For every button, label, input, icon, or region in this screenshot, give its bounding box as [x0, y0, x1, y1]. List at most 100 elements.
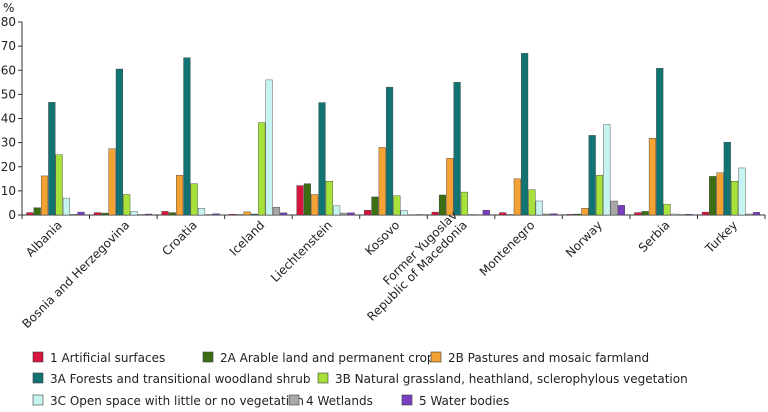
legend-swatch	[317, 372, 329, 384]
bar	[709, 176, 717, 216]
bar-group	[161, 57, 220, 216]
bar	[48, 102, 56, 216]
bar	[431, 211, 439, 216]
y-tick-label: 40	[1, 112, 16, 126]
bar	[535, 200, 543, 216]
bar	[656, 68, 664, 216]
category-label: Turkey	[702, 218, 740, 256]
category-label: Bosnia and Herzegovina	[19, 218, 132, 331]
bar	[364, 209, 372, 216]
bar	[145, 213, 153, 216]
bar	[400, 210, 408, 216]
legend-item: 3C Open space with little or no vegetati…	[32, 394, 304, 408]
bar	[62, 197, 70, 216]
bar	[108, 148, 116, 216]
y-tick-label: 80	[1, 15, 16, 29]
category-label: Albania	[23, 218, 65, 260]
bar	[670, 213, 678, 216]
bar	[161, 211, 169, 216]
bar	[176, 174, 184, 216]
bar	[33, 207, 41, 216]
bar	[663, 203, 671, 216]
bar	[318, 102, 326, 216]
bar	[738, 167, 746, 216]
legend-label: 5 Water bodies	[419, 394, 509, 408]
legend-swatch	[401, 394, 413, 406]
legend-item: 3A Forests and transitional woodland shr…	[32, 372, 310, 386]
bar	[438, 194, 447, 216]
legend-item: 5 Water bodies	[401, 394, 509, 408]
bar	[641, 211, 649, 216]
bar	[311, 194, 319, 216]
bar-group	[566, 124, 625, 216]
y-tick-label: 20	[1, 160, 16, 174]
bar-group	[93, 68, 153, 216]
bar	[550, 213, 558, 216]
legend-item: 1 Artificial surfaces	[32, 351, 165, 365]
bar	[752, 212, 761, 216]
legend-swatch	[430, 351, 442, 363]
bar	[716, 172, 724, 216]
legend-swatch	[288, 394, 300, 406]
bar	[55, 154, 63, 216]
bar	[272, 207, 280, 216]
bar	[617, 205, 625, 216]
bar-group	[634, 68, 693, 216]
bar	[588, 135, 596, 216]
y-axis-unit-label: %	[3, 1, 14, 15]
bar	[528, 189, 536, 216]
bar	[566, 214, 574, 216]
bar	[685, 214, 693, 216]
legend-swatch	[32, 351, 44, 363]
bar	[123, 194, 131, 216]
category-label: Norway	[563, 218, 605, 260]
bar	[513, 178, 521, 216]
y-tick-label: 70	[1, 39, 16, 53]
bar	[250, 213, 259, 216]
bar	[183, 57, 191, 216]
legend-label: 2B Pastures and mosaic farmland	[448, 351, 649, 365]
bar	[731, 181, 739, 216]
bar	[595, 174, 604, 216]
category-label: Serbia	[636, 218, 673, 255]
bar-group	[431, 82, 490, 216]
bar	[115, 68, 123, 216]
legend-label: 3C Open space with little or no vegetati…	[50, 394, 304, 408]
bar-group	[26, 102, 85, 216]
bar	[347, 212, 355, 216]
bar	[701, 211, 709, 216]
bar	[280, 212, 288, 216]
bar	[212, 213, 220, 216]
bar	[386, 86, 394, 216]
bar	[634, 212, 642, 216]
legend-item: 2B Pastures and mosaic farmland	[430, 351, 649, 365]
bar	[610, 200, 618, 216]
bar	[296, 185, 304, 216]
bar-group	[229, 79, 288, 216]
bar	[745, 213, 753, 216]
bar	[340, 212, 348, 216]
legend-swatch	[202, 351, 214, 363]
bar	[40, 175, 49, 216]
bar	[197, 208, 206, 216]
bar	[460, 191, 468, 216]
bar	[333, 205, 341, 216]
bar	[229, 214, 237, 216]
bar	[243, 211, 251, 216]
bar	[371, 196, 379, 216]
bar	[258, 122, 266, 216]
bar	[393, 195, 401, 216]
legend-label: 2A Arable land and permanent crops	[220, 351, 441, 365]
bar	[542, 213, 551, 216]
legend-label: 3A Forests and transitional woodland shr…	[50, 372, 310, 386]
y-tick-label: 30	[1, 136, 16, 150]
category-label: Croatia	[159, 218, 199, 258]
category-label: Kosovo	[362, 218, 402, 258]
bar-group	[364, 86, 423, 216]
bar	[93, 212, 102, 216]
bar-group	[296, 102, 355, 216]
bar	[521, 53, 529, 216]
bar	[482, 209, 490, 216]
y-tick-label: 0	[8, 208, 16, 222]
